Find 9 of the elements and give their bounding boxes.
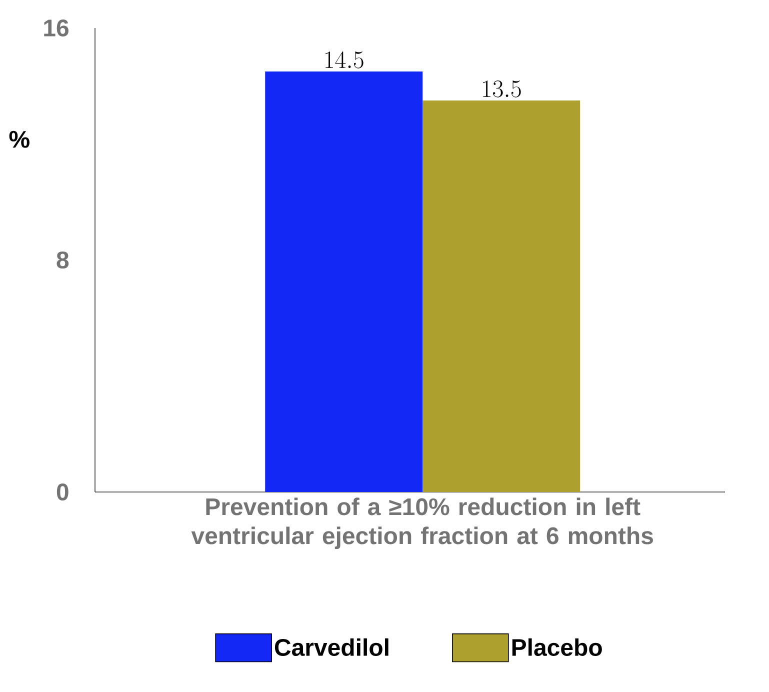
y-tick-label: 16 bbox=[44, 20, 68, 36]
data-label: 14.5 bbox=[326, 51, 364, 68]
legend-label: Carvedilol bbox=[274, 638, 388, 656]
y-axis-title: % bbox=[9, 130, 30, 148]
legend-label: Placebo bbox=[512, 638, 602, 656]
x-tick-label: Prevention of a ≥10% reduction in left ventricular ejection fraction at 6 months bbox=[191, 498, 653, 550]
y-tick-label: 0 bbox=[56, 484, 68, 500]
data-label: 13.5 bbox=[483, 80, 521, 98]
y-tick-label: 8 bbox=[56, 252, 69, 268]
